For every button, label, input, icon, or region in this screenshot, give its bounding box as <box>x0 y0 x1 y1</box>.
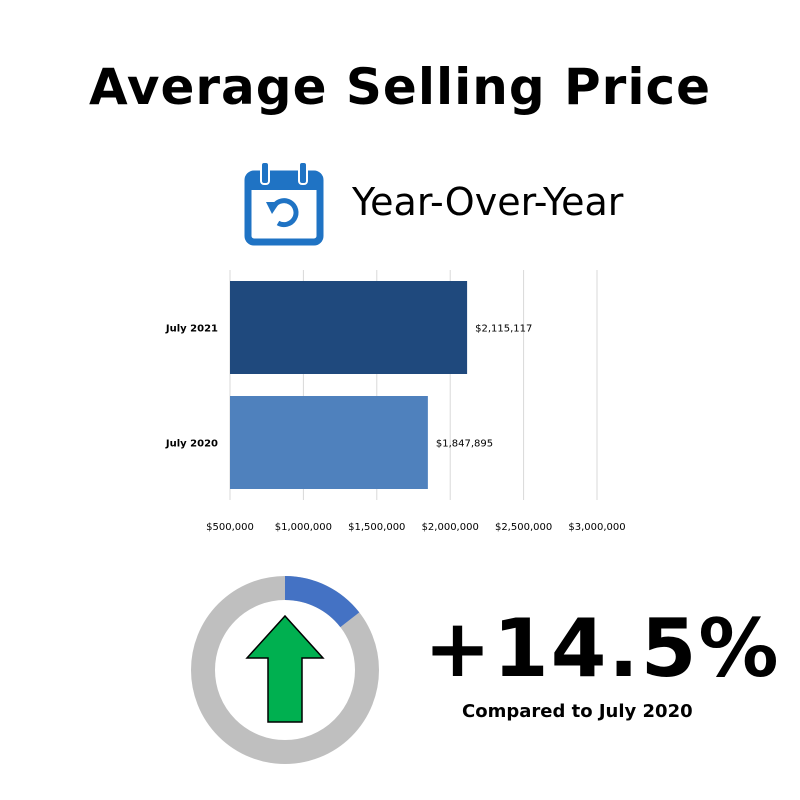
x-tick-label: $1,500,000 <box>348 522 405 533</box>
bar-0 <box>230 281 468 374</box>
bar-1 <box>230 396 428 489</box>
data-label: $1,847,895 <box>436 439 493 450</box>
change-donut <box>191 576 379 764</box>
chart-subtitle: Year-Over-Year <box>352 180 624 224</box>
chart-title: Average Selling Price <box>88 58 712 116</box>
x-tick-label: $2,000,000 <box>422 522 479 533</box>
comparison-caption: Compared to July 2020 <box>462 701 693 722</box>
calendar-refresh-icon <box>244 161 324 246</box>
x-tick-label: $2,500,000 <box>495 522 552 533</box>
arrow-up-icon <box>245 614 325 723</box>
x-tick-label: $3,000,000 <box>568 522 625 533</box>
bar-chart: $500,000 $1,000,000 $1,500,000 $2,000,000 $2… <box>165 270 626 533</box>
x-tick-label: $1,000,000 <box>275 522 332 533</box>
category-label: July 2020 <box>165 439 218 450</box>
category-label: July 2021 <box>165 324 218 335</box>
donut-fill-arc <box>284 576 360 628</box>
data-label: $2,115,117 <box>475 324 532 335</box>
percent-change: +14.5% <box>424 602 781 695</box>
x-tick-label: $500,000 <box>206 522 254 533</box>
